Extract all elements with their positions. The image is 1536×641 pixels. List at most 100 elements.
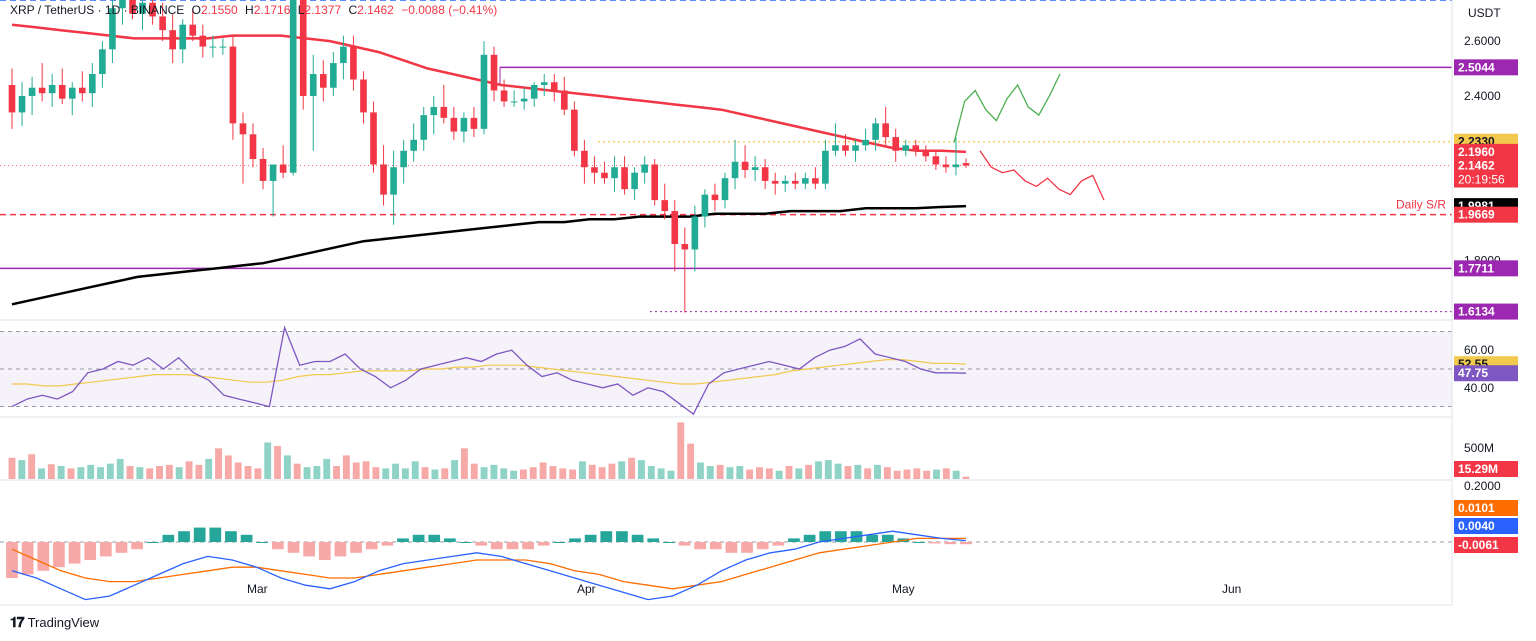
candle-body [18, 95, 26, 113]
candle-body [812, 178, 819, 184]
macd-histogram-bar [647, 538, 660, 542]
volume-bar [893, 470, 901, 479]
candle [781, 175, 789, 192]
candle-body [671, 211, 679, 244]
candle-body [842, 145, 849, 151]
candle-body [249, 134, 257, 159]
macd-histogram-bar [444, 538, 456, 542]
open-value: 2.1550 [200, 3, 238, 17]
candle-body [952, 164, 960, 168]
candle-body [520, 98, 528, 102]
macd-histogram-bar [928, 542, 941, 544]
price-tag-ema50-bg [1454, 143, 1518, 160]
macd-histogram-bar [272, 542, 284, 550]
volume-bar [342, 455, 350, 479]
rsi-line [11, 325, 967, 416]
candle [611, 156, 618, 192]
macd-histogram-bar [21, 542, 34, 575]
candle-body [440, 106, 448, 118]
volume-bar [156, 466, 163, 479]
macd-histogram-bar [960, 542, 972, 545]
candle-body [872, 123, 879, 140]
candle [530, 82, 538, 107]
volume-bar [726, 467, 734, 479]
candle [18, 82, 26, 127]
candle [109, 0, 116, 64]
candle-body [119, 0, 126, 9]
candle [510, 90, 518, 107]
volume-bar [303, 467, 311, 479]
rsi-tag: 47.75 [1458, 366, 1488, 380]
time-axis: Mar Apr May Jun [0, 0, 1453, 606]
macd-histogram-bar [944, 542, 957, 545]
volume-bar [97, 467, 104, 479]
macd-histogram-bar [428, 534, 441, 542]
candle-body [530, 84, 538, 99]
candle-body [601, 172, 608, 179]
candle [189, 8, 197, 42]
candle-body [540, 82, 548, 85]
volume-tag-bg [1454, 461, 1518, 477]
macd-histogram-bar [725, 542, 738, 553]
candle-body [410, 139, 417, 151]
candle-body [199, 35, 207, 47]
candle-body [470, 117, 478, 129]
candle-body [751, 167, 759, 170]
macd-histogram-bar [835, 531, 847, 542]
candle [99, 41, 106, 88]
candle-body [159, 16, 166, 31]
candle [761, 159, 769, 190]
candle-body [651, 164, 659, 201]
candle-body [912, 145, 920, 151]
macd-histogram-bar [866, 534, 879, 542]
candle-body [330, 63, 337, 88]
volume-bar [844, 466, 852, 479]
candle [400, 139, 407, 184]
candle-body [390, 167, 397, 195]
candle-body [319, 74, 327, 88]
candle-body [48, 84, 56, 94]
candle-body [902, 145, 910, 151]
volume-bar [942, 468, 950, 479]
volume-bar [903, 469, 911, 479]
candle-body [962, 163, 970, 166]
candle-body [500, 90, 508, 102]
candle [932, 150, 940, 170]
volume-bar [805, 464, 813, 479]
currency-label[interactable]: USDT [1468, 6, 1501, 20]
candle-body [862, 139, 869, 146]
candle-body [179, 24, 187, 50]
candle-body [621, 167, 628, 190]
candle [922, 145, 930, 162]
volume-bar [38, 468, 45, 479]
volume-bar [854, 464, 862, 479]
macd-histogram-bar [84, 542, 97, 560]
candle-body [741, 161, 749, 170]
candle-body [149, 2, 156, 17]
symbol-title[interactable]: XRP / TetherUS · 1D · BINANCE [10, 3, 185, 17]
macd-histogram-bar [350, 542, 362, 553]
low-value: 2.1377 [304, 3, 342, 17]
candle-body [832, 145, 839, 151]
candle-body [209, 46, 217, 48]
candle [601, 161, 608, 184]
candle-body [269, 164, 277, 181]
volume-bar [952, 470, 960, 479]
candle-body [711, 194, 719, 201]
tradingview-logo[interactable]: 𝟏𝟕 TradingView [10, 614, 99, 631]
volume-bar [815, 461, 822, 479]
candle-body [229, 46, 237, 124]
macd-histogram-bar [678, 542, 691, 546]
rsi-tag-bg [1454, 365, 1518, 382]
change-value: −0.0088 (−0.41%) [401, 3, 498, 17]
volume-bar [264, 442, 272, 479]
candle-body [259, 159, 267, 181]
macd-signal-tag: 0.0101 [1458, 501, 1495, 515]
volume-bar [362, 461, 370, 479]
candle [78, 71, 86, 102]
candle [561, 76, 568, 116]
macd-histogram-bar [803, 534, 816, 542]
price-tick-label: 2.6000 [1464, 34, 1501, 48]
